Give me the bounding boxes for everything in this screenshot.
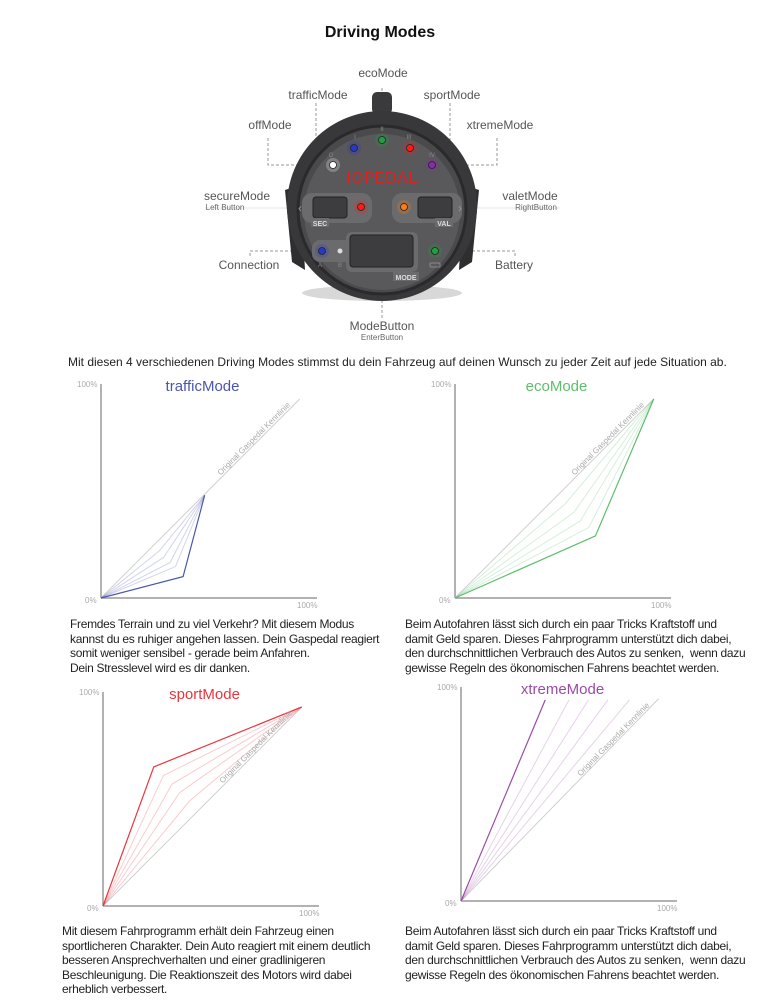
sec-label: SEC <box>313 221 327 228</box>
intermediate-curve <box>100 495 206 599</box>
chart-trafficmode: trafficMode 100% 0% 100% Original Gaspedal K… <box>77 378 317 610</box>
led-mark-conn-a: A <box>318 263 322 269</box>
reference-line <box>460 698 659 902</box>
val-button <box>417 196 453 219</box>
label-xtrememode: xtremeMode <box>466 118 534 132</box>
status-dot <box>337 248 343 254</box>
sec-button <box>312 196 348 219</box>
led-mark-traffic: I <box>354 135 356 141</box>
chart-plot <box>460 687 677 902</box>
y-top-label: 100% <box>437 683 458 692</box>
x-end-label: 100% <box>297 601 318 610</box>
led-battery <box>431 247 439 255</box>
led-mark-sport: III <box>406 135 411 141</box>
y-top-label: 100% <box>79 688 100 697</box>
intermediate-curve <box>454 398 655 599</box>
x-end-label: 100% <box>651 601 672 610</box>
intermediate-curve <box>460 699 630 902</box>
label-battery: Battery <box>494 258 534 272</box>
label-valetmode: valetMode <box>502 189 558 203</box>
intermediate-curve <box>102 706 302 907</box>
page-title: Driving Modes <box>324 24 436 41</box>
origin-label: 0% <box>445 899 457 908</box>
label-modebutton: ModeButton <box>349 319 415 333</box>
description-ecomode: Beim Autofahren lässt sich durch ein paa… <box>405 617 746 675</box>
intermediate-curve <box>102 706 302 907</box>
label-connection: Connection <box>218 258 280 272</box>
mode-curve <box>454 398 655 599</box>
led-mark-xtreme: IV <box>429 153 435 159</box>
chart-sportmode: sportMode 100% 0% 100% Original Gaspedal Ken… <box>79 686 319 918</box>
label-right-button: RightButton <box>515 203 557 212</box>
origin-label: 0% <box>439 596 451 605</box>
intermediate-curve <box>454 398 655 599</box>
mode-label: MODE <box>396 275 417 282</box>
label-enterbutton: EnterButton <box>360 333 404 342</box>
chevron-left-icon: ‹ <box>298 201 302 215</box>
led-off <box>329 161 337 169</box>
label-securemode: secureMode <box>203 189 271 203</box>
led-mark-conn-b: B <box>338 263 342 269</box>
label-offmode: offMode <box>248 118 292 132</box>
intermediate-curve <box>100 495 206 599</box>
led-mark-off: O <box>329 153 334 159</box>
intermediate-curve <box>102 706 303 907</box>
intermediate-curve <box>454 398 655 599</box>
mode-curve <box>100 495 206 599</box>
description-trafficmode: Fremdes Terrain und zu viel Verkehr? Mit… <box>70 617 380 675</box>
intro-text: Mit diesen 4 verschiedenen Driving Modes… <box>68 355 727 369</box>
label-ecomode: ecoMode <box>358 66 408 80</box>
label-left-button: Left Button <box>205 203 245 212</box>
device-illustration: IOPEDAL SEC VAL MODE ‹ › O I II III IV A… <box>205 88 560 320</box>
description-sportmode: Mit diesem Fahrprogramm erhält dein Fahr… <box>62 924 371 997</box>
chart-plot <box>454 384 671 599</box>
chart-title: ecoMode <box>525 378 588 395</box>
chart-title: sportMode <box>169 686 240 703</box>
intermediate-curve <box>460 699 609 902</box>
y-top-label: 100% <box>77 380 98 389</box>
chart-title: trafficMode <box>165 378 240 395</box>
intermediate-curve <box>454 398 655 599</box>
chart-plot <box>102 692 319 907</box>
description-xtrememode: Beim Autofahren lässt sich durch ein paa… <box>405 924 746 982</box>
intermediate-curve <box>460 699 589 902</box>
val-label: VAL <box>437 221 451 228</box>
mode-curve <box>460 699 546 902</box>
origin-label: 0% <box>87 904 99 913</box>
led-eco <box>378 136 386 144</box>
mode-button <box>349 234 414 268</box>
intermediate-curve <box>100 494 206 599</box>
led-secure <box>357 203 365 211</box>
chart-ecomode: ecoMode 100% 0% 100% Original Gaspedal Kennl… <box>431 378 671 610</box>
chevron-right-icon: › <box>458 201 462 215</box>
led-traffic <box>350 144 358 152</box>
battery-icon <box>429 262 441 268</box>
intermediate-curve <box>100 495 206 599</box>
led-valet <box>400 203 408 211</box>
x-end-label: 100% <box>299 909 320 918</box>
intermediate-curve <box>102 706 303 907</box>
chart-plot <box>100 384 317 599</box>
label-trafficmode: trafficMode <box>288 88 348 102</box>
reference-line <box>100 398 301 599</box>
y-top-label: 100% <box>431 380 452 389</box>
mode-curve <box>102 706 302 907</box>
intermediate-curve <box>460 699 570 902</box>
chart-xtrememode: xtremeMode 100% 0% 100% Original Gaspedal Ke… <box>437 681 677 913</box>
led-xtreme <box>428 161 436 169</box>
led-sport <box>406 144 414 152</box>
led-mark-eco: II <box>380 127 384 133</box>
label-sportmode: sportMode <box>423 88 481 102</box>
chart-title: xtremeMode <box>520 681 605 698</box>
brand-logo: IOPEDAL <box>346 169 418 187</box>
reference-line <box>102 706 303 907</box>
reference-line <box>454 398 655 599</box>
led-connection <box>318 247 326 255</box>
origin-label: 0% <box>85 596 97 605</box>
x-end-label: 100% <box>657 904 678 913</box>
